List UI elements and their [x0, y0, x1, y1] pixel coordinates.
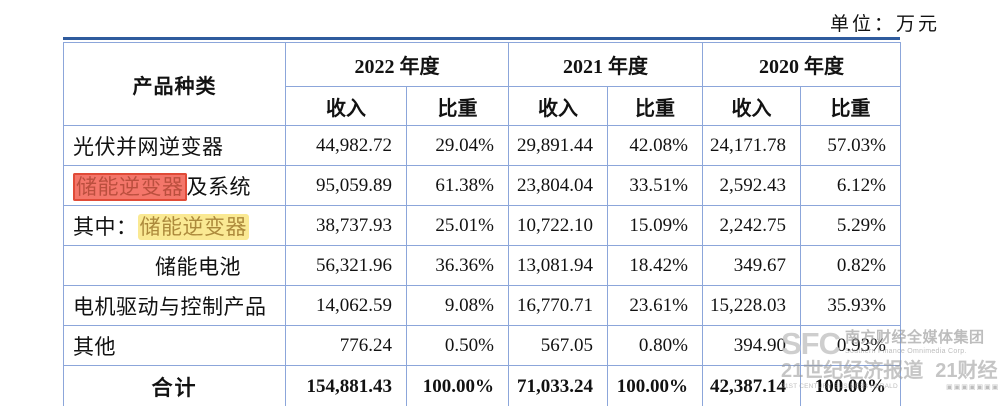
value-cell: 2,592.43: [702, 165, 801, 206]
weight-header-2021: 比重: [607, 86, 703, 126]
product-cell: 其他: [63, 325, 286, 366]
year-header-2022: 2022 年度: [285, 42, 509, 87]
total-value-cell: 100.00%: [800, 365, 901, 406]
value-cell: 29.04%: [406, 125, 509, 166]
value-cell: 15.09%: [607, 205, 703, 246]
product-label: 及系统: [186, 174, 251, 199]
table-body: 光伏并网逆变器 44,982.72 29.04% 29,891.44 42.08% 24,…: [63, 125, 901, 406]
value-cell: 6.12%: [800, 165, 901, 206]
product-label: 其中：: [73, 214, 138, 239]
corner-header: 产品种类: [63, 42, 286, 126]
value-cell: 56,321.96: [285, 245, 407, 286]
value-cell: 23,804.04: [508, 165, 608, 206]
product-label: 光伏并网逆变器: [73, 134, 224, 159]
value-cell: 567.05: [508, 325, 608, 366]
total-value-cell: 100.00%: [607, 365, 703, 406]
value-cell: 18.42%: [607, 245, 703, 286]
value-cell: 38,737.93: [285, 205, 407, 246]
value-cell: 42.08%: [607, 125, 703, 166]
value-cell: 57.03%: [800, 125, 901, 166]
value-cell: 61.38%: [406, 165, 509, 206]
value-cell: 15,228.03: [702, 285, 801, 326]
table-row: 储能逆变器 及系统 95,059.89 61.38% 23,804.04 33.51% 2,…: [63, 165, 901, 206]
watermark-brand2-cn: 21财经: [935, 359, 998, 382]
unit-label: 单位：万元: [829, 14, 940, 35]
revenue-table: 产品种类 2022 年度 2021 年度 2020 年度 收入 比重 收入 比重…: [63, 37, 901, 406]
income-header-2021: 收入: [508, 86, 608, 126]
income-header-2022: 收入: [285, 86, 407, 126]
red-highlight: 储能逆变器: [73, 172, 187, 201]
table-row: 光伏并网逆变器 44,982.72 29.04% 29,891.44 42.08% 24,…: [63, 125, 901, 166]
product-label: 其他: [73, 334, 116, 359]
total-value-cell: 154,881.43: [285, 365, 407, 406]
value-cell: 14,062.59: [285, 285, 407, 326]
value-cell: 5.29%: [800, 205, 901, 246]
value-cell: 33.51%: [607, 165, 703, 206]
value-cell: 24,171.78: [702, 125, 801, 166]
value-cell: 23.61%: [607, 285, 703, 326]
value-cell: 0.80%: [607, 325, 703, 366]
product-revenue-table: 产品种类 2022 年度 2021 年度 2020 年度 收入 比重 收入 比重…: [63, 42, 901, 406]
product-cell: 储能逆变器 及系统: [63, 165, 286, 206]
value-cell: 0.50%: [406, 325, 509, 366]
yellow-highlight: 储能逆变器: [137, 213, 249, 240]
value-cell: 349.67: [702, 245, 801, 286]
value-cell: 95,059.89: [285, 165, 407, 206]
table-row: 电机驱动与控制产品 14,062.59 9.08% 16,770.71 23.61% 15…: [63, 285, 901, 326]
value-cell: 2,242.75: [702, 205, 801, 246]
value-cell: 16,770.71: [508, 285, 608, 326]
product-cell: 光伏并网逆变器: [63, 125, 286, 166]
value-cell: 36.36%: [406, 245, 509, 286]
year-header-2021: 2021 年度: [508, 42, 703, 87]
product-label: 储能电池: [155, 254, 241, 279]
total-label: 合计: [63, 365, 286, 406]
value-cell: 0.82%: [800, 245, 901, 286]
value-cell: 10,722.10: [508, 205, 608, 246]
product-cell: 储能电池: [63, 245, 286, 286]
value-cell: 25.01%: [406, 205, 509, 246]
value-cell: 13,081.94: [508, 245, 608, 286]
header-row-subcolumns: 收入 比重 收入 比重 收入 比重: [64, 86, 901, 126]
income-header-2020: 收入: [702, 86, 801, 126]
table-row: 储能电池 56,321.96 36.36% 13,081.94 18.42% 349.67…: [63, 245, 901, 286]
watermark-squares-icon: ▣▣▣▣▣▣▣▣: [946, 382, 1000, 391]
total-row: 合计 154,881.43 100.00% 71,033.24 100.00% 42,38…: [63, 365, 901, 406]
header-row-years: 产品种类 2022 年度 2021 年度 2020 年度: [63, 42, 901, 126]
total-value-cell: 100.00%: [406, 365, 509, 406]
value-cell: 29,891.44: [508, 125, 608, 166]
table-row: 其他 776.24 0.50% 567.05 0.80% 394.90 0.93%: [63, 325, 901, 366]
product-cell: 其中：储能逆变器: [63, 205, 286, 246]
value-cell: 44,982.72: [285, 125, 407, 166]
value-cell: 394.90: [702, 325, 801, 366]
value-cell: 0.93%: [800, 325, 901, 366]
total-value-cell: 42,387.14: [702, 365, 801, 406]
total-value-cell: 71,033.24: [508, 365, 608, 406]
weight-header-2022: 比重: [406, 86, 509, 126]
value-cell: 776.24: [285, 325, 407, 366]
product-cell: 电机驱动与控制产品: [63, 285, 286, 326]
table-row: 其中：储能逆变器 38,737.93 25.01% 10,722.10 15.09% 2,…: [63, 205, 901, 246]
weight-header-2020: 比重: [800, 86, 901, 126]
value-cell: 35.93%: [800, 285, 901, 326]
value-cell: 9.08%: [406, 285, 509, 326]
product-label: 电机驱动与控制产品: [73, 294, 267, 319]
year-header-2020: 2020 年度: [702, 42, 901, 87]
